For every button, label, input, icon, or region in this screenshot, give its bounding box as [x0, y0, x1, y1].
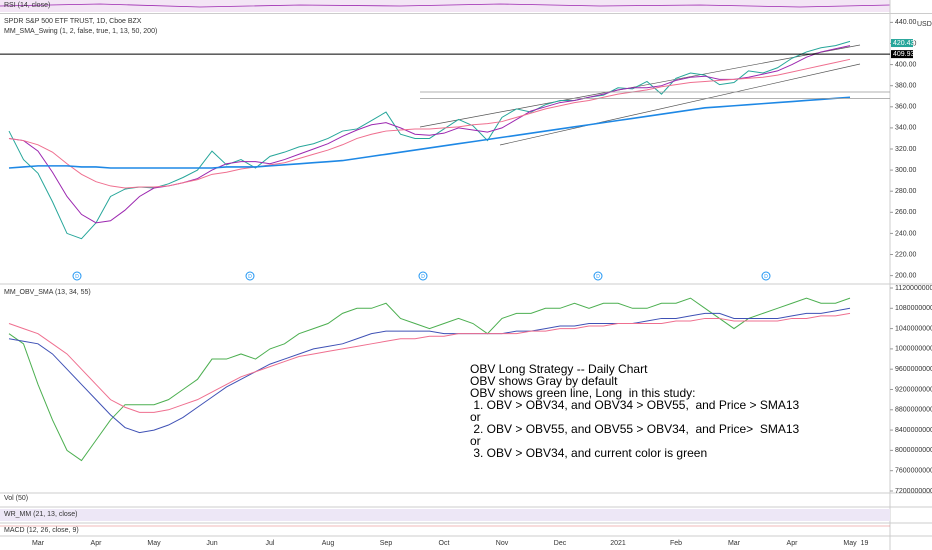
y-tick-label: 7600000000.00 [895, 468, 932, 475]
x-tick-label: Apr [787, 540, 799, 547]
series-line [8, 307, 851, 434]
y-tick-label: 220.00 [895, 251, 917, 258]
series-line [8, 312, 851, 413]
x-tick-label: 2021 [610, 540, 626, 547]
x-tick-label: Feb [670, 540, 682, 547]
annotation: or [470, 434, 481, 448]
annotation: OBV shows Gray by default [470, 374, 618, 388]
x-tick-label: Jul [266, 540, 275, 547]
x-tick-label: May [843, 540, 857, 547]
dividend-label: D [764, 274, 768, 280]
series-line [8, 58, 851, 189]
y-tick-label: 340.00 [895, 125, 917, 132]
series-line [8, 45, 851, 224]
x-tick-label: Mar [728, 540, 741, 547]
y-tick-label: 10400000000.00 [895, 325, 932, 332]
x-tick-label: Apr [91, 540, 103, 547]
x-tick-label: 19 [861, 540, 869, 547]
y-tick-label: 380.00 [895, 83, 917, 90]
annotation: or [470, 410, 481, 424]
y-tick-label: 9200000000.00 [895, 386, 932, 393]
y-tick-label: 200.00 [895, 272, 917, 279]
x-tick-label: Nov [496, 540, 509, 547]
y-tick-label: 260.00 [895, 209, 917, 216]
annotation: OBV Long Strategy -- Daily Chart [470, 362, 648, 376]
annotation: 1. OBV > OBV34, and OBV34 > OBV55, and P… [470, 398, 800, 412]
y-tick-label: 10000000000.00 [895, 346, 932, 353]
dividend-label: D [248, 274, 252, 280]
x-tick-label: Dec [554, 540, 567, 547]
y-tick-label: 320.00 [895, 146, 917, 153]
y-tick-label: 400.00 [895, 61, 917, 68]
dividend-marker [72, 271, 82, 281]
annotation: 3. OBV > OBV34, and current color is gre… [470, 446, 707, 460]
y-tick-label: 10800000000.00 [895, 305, 932, 312]
vol-title: Vol (50) [4, 495, 28, 502]
chart-title: SPDR S&P 500 ETF TRUST, 1D, Cboe BZX [4, 18, 142, 25]
y-tick-label: 8800000000.00 [895, 407, 932, 414]
x-tick-label: Sep [380, 540, 393, 547]
level-tag-box [891, 50, 913, 59]
series-line [8, 96, 851, 169]
wr-pane [0, 509, 890, 521]
rsi-title: RSI (14, close) [4, 2, 50, 9]
dividend-marker [593, 271, 603, 281]
wr-title: WR_MM (21, 13, close) [4, 511, 78, 518]
x-tick-label: Mar [32, 540, 45, 547]
y-tick-label: 440.00 [895, 19, 917, 26]
dividend-label: D [75, 274, 79, 280]
y-tick-label: 300.00 [895, 167, 917, 174]
rsi-pane [0, 0, 890, 12]
y-tick-label: 280.00 [895, 188, 917, 195]
unit: USD [917, 21, 932, 28]
y-tick-label: 240.00 [895, 230, 917, 237]
level-tag: 409.93 [893, 51, 915, 58]
x-tick-label: Aug [322, 540, 335, 547]
dividend-label: D [421, 274, 425, 280]
macd-title: MACD (12, 26, close, 9) [4, 527, 79, 534]
price-tag-box [891, 39, 913, 48]
dividend-marker [418, 271, 428, 281]
dividend-marker [761, 271, 771, 281]
x-tick-label: Oct [439, 540, 450, 547]
series-line [8, 297, 851, 462]
series-line [8, 40, 851, 240]
price-tag: 420.43 [893, 40, 915, 47]
y-tick-label: 8000000000.00 [895, 447, 932, 454]
dividend-label: D [596, 274, 600, 280]
x-tick-label: Jun [206, 540, 217, 547]
annotation: 2. OBV > OBV55, and OBV55 > OBV34, and P… [470, 422, 800, 436]
y-tick-label: 11200000000.00 [895, 285, 932, 292]
y-tick-label: 8400000000.00 [895, 427, 932, 434]
rsi-line [0, 3, 891, 8]
channel-line [419, 44, 861, 128]
annotation: OBV shows green line, Long in this study… [470, 386, 695, 400]
dividend-marker [245, 271, 255, 281]
study-title: MM_SMA_Swing (1, 2, false, true, 1, 13, … [4, 28, 157, 35]
x-tick-label: May [147, 540, 161, 547]
y-tick-label: 7200000000.00 [895, 488, 932, 495]
channel-line [499, 63, 861, 146]
y-tick-label: 9600000000.00 [895, 366, 932, 373]
obv-title: MM_OBV_SMA (13, 34, 55) [4, 289, 91, 296]
y-tick-label: 360.00 [895, 104, 917, 111]
